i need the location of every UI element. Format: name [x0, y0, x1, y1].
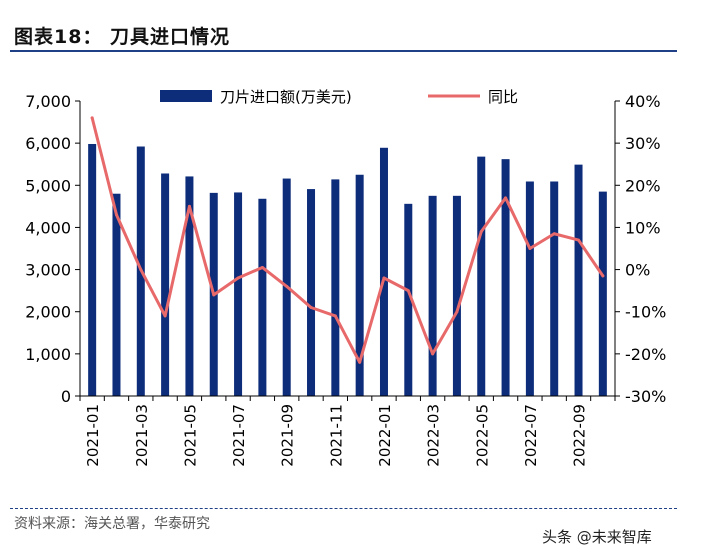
yoy-point-2021-03: [139, 268, 143, 272]
bar-2022-03: [428, 195, 437, 396]
legend: 刀片进口额(万美元) 同比: [160, 88, 518, 106]
bar-2022-04: [452, 195, 461, 396]
y-left-tick-label: 2,000: [25, 303, 71, 322]
yoy-point-2021-05: [187, 204, 191, 208]
y-right-tick-label: 0%: [625, 261, 650, 280]
yoy-point-2021-09: [285, 284, 289, 288]
yoy-point-2021-04: [163, 314, 167, 318]
yoy-point-2022-05: [479, 230, 483, 234]
bar-2021-07: [234, 192, 243, 396]
legend-line-label: 同比: [488, 88, 518, 106]
yoy-point-2021-12: [358, 360, 362, 364]
legend-bar-label: 刀片进口额(万美元): [220, 88, 352, 106]
y-left-tick-label: 7,000: [25, 92, 71, 111]
bar-2021-12: [355, 174, 364, 396]
y-left-tick-label: 5,000: [25, 176, 71, 195]
y-right-tick-label: 20%: [625, 176, 661, 195]
x-tick-label: 2022-03: [425, 404, 443, 467]
yoy-point-2022-03: [431, 352, 435, 356]
y-left-tick-label: 4,000: [25, 218, 71, 237]
bar-2022-01: [379, 147, 388, 396]
yoy-point-2022-09: [577, 238, 581, 242]
bar-2022-10: [598, 191, 607, 396]
y-left-tick-label: 6,000: [25, 134, 71, 153]
source-divider: [10, 508, 677, 509]
x-tick-label: 2021-09: [279, 404, 297, 467]
yoy-point-2022-01: [382, 276, 386, 280]
x-tick-label: 2022-07: [522, 404, 540, 467]
yoy-point-2021-01: [90, 116, 94, 120]
bar-2021-05: [185, 176, 194, 396]
bar-2022-08: [550, 181, 559, 396]
bar-2021-01: [88, 143, 97, 396]
x-tick-label: 2021-11: [327, 404, 345, 467]
bar-2021-08: [258, 198, 267, 396]
y-left-tick-label: 1,000: [25, 345, 71, 364]
legend-bar-swatch: [160, 90, 212, 102]
bar-2022-06: [501, 159, 510, 396]
x-tick-label: 2022-01: [376, 404, 394, 467]
y-right-tick-label: -30%: [625, 387, 666, 406]
bar-2022-05: [477, 156, 486, 396]
bar-2021-04: [161, 173, 170, 396]
x-tick-label: 2022-05: [473, 404, 491, 467]
yoy-point-2022-04: [455, 310, 459, 314]
bar-2021-10: [307, 189, 316, 396]
y-right-tick-label: 10%: [625, 218, 661, 237]
yoy-point-2021-11: [333, 314, 337, 318]
watermark: 头条 @未来智库: [542, 528, 652, 546]
y-right-tick-label: 40%: [625, 92, 661, 111]
y-left-tick-label: 0: [61, 387, 71, 406]
line-series: [90, 116, 605, 364]
source-note: 资料来源：海关总署，华泰研究: [14, 516, 210, 532]
bar-2021-11: [331, 179, 340, 396]
y-right-tick-label: 30%: [625, 134, 661, 153]
y-right-tick-label: -10%: [625, 303, 666, 322]
bar-2021-02: [112, 193, 121, 396]
axes: 0 1,000 2,000 3,000 4,000 5,000 6,000 7,000 -30%…: [25, 92, 666, 467]
yoy-point-2022-02: [406, 289, 410, 293]
yoy-point-2021-08: [260, 265, 264, 269]
x-tick-label: 2022-09: [571, 404, 589, 467]
yoy-point-2021-10: [309, 306, 313, 309]
y-left-tick-label: 3,000: [25, 261, 71, 280]
x-tick-label: 2021-07: [230, 404, 248, 467]
yoy-point-2021-06: [212, 293, 216, 297]
x-tick-label: 2021-03: [133, 404, 151, 467]
bar-2022-07: [525, 181, 534, 396]
y-right-tick-label: -20%: [625, 345, 666, 364]
x-tick-label: 2021-01: [84, 404, 102, 467]
bar-2022-02: [404, 203, 413, 396]
bar-series: [88, 143, 607, 396]
yoy-point-2022-10: [601, 274, 605, 278]
chart: 0 1,000 2,000 3,000 4,000 5,000 6,000 7,000 -30%…: [25, 88, 666, 467]
yoy-point-2022-07: [528, 247, 532, 250]
yoy-point-2021-07: [236, 276, 240, 280]
bar-2022-09: [574, 164, 583, 396]
x-tick-label: 2021-05: [181, 404, 199, 467]
yoy-point-2022-06: [504, 196, 508, 200]
yoy-point-2021-02: [114, 213, 118, 217]
yoy-line: [90, 116, 605, 364]
figure-title: 图表18： 刀具进口情况: [14, 26, 231, 48]
title-divider: [10, 50, 677, 52]
yoy-point-2022-08: [552, 232, 556, 236]
